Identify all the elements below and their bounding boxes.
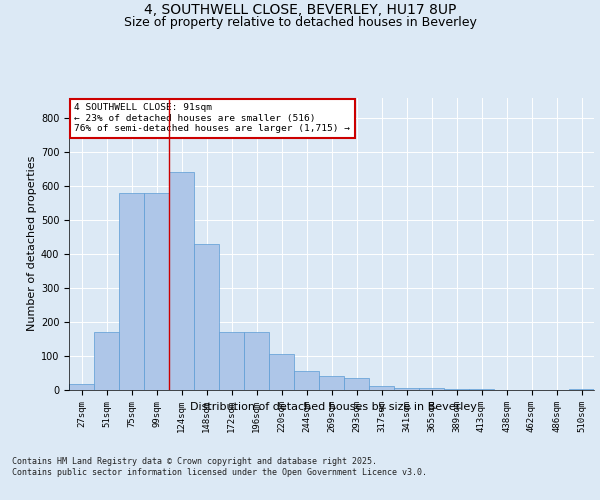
Bar — [269, 354, 294, 390]
Bar — [369, 386, 394, 390]
Text: Contains HM Land Registry data © Crown copyright and database right 2025.
Contai: Contains HM Land Registry data © Crown c… — [12, 458, 427, 477]
Text: Size of property relative to detached houses in Beverley: Size of property relative to detached ho… — [124, 16, 476, 29]
Bar — [94, 332, 119, 390]
Bar — [169, 172, 194, 390]
Bar — [319, 376, 344, 390]
Text: Distribution of detached houses by size in Beverley: Distribution of detached houses by size … — [190, 402, 476, 412]
Bar — [394, 388, 419, 390]
Bar — [294, 372, 319, 390]
Bar — [144, 192, 169, 390]
Bar — [419, 388, 444, 390]
Bar — [194, 244, 219, 390]
Text: 4, SOUTHWELL CLOSE, BEVERLEY, HU17 8UP: 4, SOUTHWELL CLOSE, BEVERLEY, HU17 8UP — [144, 2, 456, 16]
Bar — [119, 192, 144, 390]
Bar — [69, 384, 94, 390]
Y-axis label: Number of detached properties: Number of detached properties — [26, 156, 37, 332]
Bar — [444, 389, 469, 390]
Text: 4 SOUTHWELL CLOSE: 91sqm
← 23% of detached houses are smaller (516)
76% of semi-: 4 SOUTHWELL CLOSE: 91sqm ← 23% of detach… — [74, 104, 350, 133]
Bar — [344, 378, 369, 390]
Bar — [244, 332, 269, 390]
Bar — [219, 332, 244, 390]
